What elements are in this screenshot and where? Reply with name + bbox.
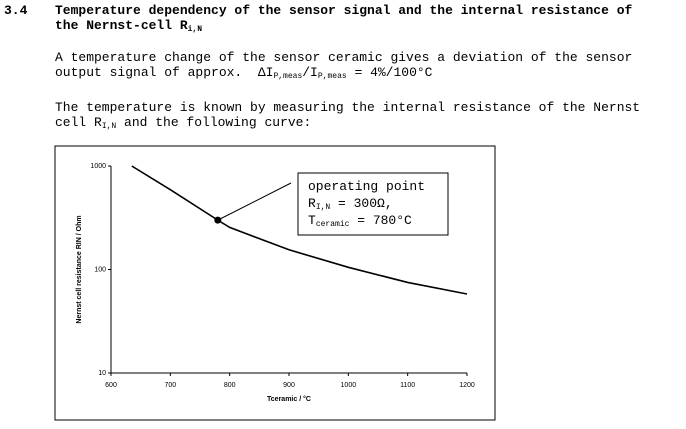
x-axis-label: Tceramic / °C (267, 395, 311, 403)
annotation-box (297, 172, 449, 236)
text-run: R (308, 196, 316, 211)
annotation-text: Tceramic = 780°C (308, 213, 412, 229)
subscript: i,N (187, 25, 203, 34)
section-number: 3.4 (4, 3, 28, 18)
text-run: = 780°C (349, 213, 412, 228)
curve (131, 165, 468, 295)
y-tick-label: 100 (94, 266, 106, 273)
x-tick-label: 1200 (459, 382, 475, 389)
chart-frame (54, 145, 496, 421)
subscript: P,meas (273, 72, 303, 81)
text-run: output signal of approx. ΔI (55, 65, 274, 80)
text-line: cell RI,N and the following curve: (55, 115, 311, 134)
x-tick-label: 900 (283, 382, 295, 389)
subscript: P,meas (317, 72, 347, 81)
annotation-text: RI,N = 300Ω, (308, 196, 393, 212)
annotation-text: operating point (308, 179, 425, 194)
subscript: ceramic (316, 220, 350, 229)
operating-point (214, 216, 222, 224)
subscript: I,N (316, 203, 331, 212)
text-run: the Nernst-cell R (55, 18, 188, 33)
text-line: output signal of approx. ΔIP,meas/IP,mea… (55, 65, 433, 84)
x-tick-label: 1000 (341, 382, 357, 389)
text-line: the Nernst-cell Ri,N (55, 18, 202, 37)
y-tick-label: 10 (98, 370, 106, 377)
text-run: cell R (55, 115, 102, 130)
text-run: /I (302, 65, 318, 80)
text-run: and the following curve: (116, 115, 312, 130)
x-tick-label: 700 (164, 382, 176, 389)
text-line: Temperature dependency of the sensor sig… (55, 3, 632, 18)
text-run: = 4%/100°C (346, 65, 433, 80)
text-line: A temperature change of the sensor ceram… (55, 50, 632, 65)
x-tick-label: 1100 (400, 382, 415, 389)
x-tick-label: 800 (224, 382, 236, 389)
leader-line (217, 182, 292, 221)
text-run: The temperature is known by measuring th… (55, 100, 641, 115)
y-axis-label: Nernst cell resistance RIN / Ohm (76, 215, 83, 323)
text-run: operating point (308, 179, 425, 194)
text-run: A temperature change of the sensor ceram… (55, 50, 633, 65)
y-tick-label: 1000 (90, 163, 106, 170)
text-line: The temperature is known by measuring th… (55, 100, 640, 115)
text-run: T (308, 213, 316, 228)
text-run: = 300Ω, (330, 196, 392, 211)
subscript: I,N (101, 122, 117, 131)
x-tick-label: 600 (105, 382, 117, 389)
text-run: Temperature dependency of the sensor sig… (55, 3, 633, 18)
